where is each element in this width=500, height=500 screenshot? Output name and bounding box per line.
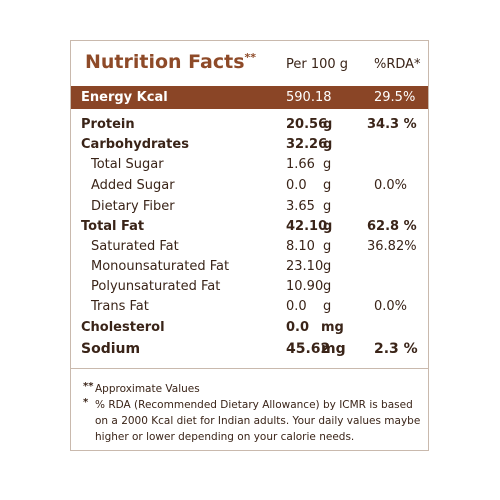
nutrient-name: Monounsaturated Fat bbox=[91, 259, 230, 274]
footnote-line: higher or lower depending on your calori… bbox=[95, 431, 355, 443]
nutrient-row: Cholesterol 0.0 mg bbox=[71, 320, 428, 340]
nutrient-amount: 20.56 bbox=[286, 117, 328, 132]
nutrient-unit: mg bbox=[321, 320, 344, 335]
nutrient-rda: 0.0% bbox=[374, 299, 408, 314]
footnote-line: on a 2000 Kcal diet for Indian adults. Y… bbox=[95, 415, 421, 427]
nutrient-row: Carbohydrates 32.26 g bbox=[71, 137, 428, 157]
energy-label: Energy Kcal bbox=[81, 90, 168, 105]
nutrient-rda: 36.82% bbox=[367, 239, 417, 254]
nutrient-amount: 0.0 bbox=[286, 299, 307, 314]
title-mark: ** bbox=[244, 51, 257, 64]
nutrition-panel: Nutrition Facts** Per 100 g %RDA* Energy… bbox=[70, 40, 429, 451]
title: Nutrition Facts bbox=[85, 51, 245, 73]
footnote-line: Approximate Values bbox=[95, 383, 200, 395]
divider bbox=[71, 368, 428, 369]
nutrient-unit: g bbox=[323, 178, 332, 193]
nutrient-unit: g bbox=[323, 239, 332, 254]
nutrient-name: Polyunsaturated Fat bbox=[91, 279, 221, 294]
footnote-mark: ** bbox=[83, 381, 94, 392]
nutrient-name: Carbohydrates bbox=[81, 137, 189, 152]
nutrient-row: Polyunsaturated Fat 10.90 g bbox=[71, 279, 428, 299]
nutrient-unit: g bbox=[323, 117, 333, 132]
nutrient-row: Trans Fat 0.0 g 0.0% bbox=[71, 299, 428, 319]
nutrient-row: Total Sugar 1.66 g bbox=[71, 157, 428, 177]
energy-amount: 590.18 bbox=[286, 90, 332, 105]
nutrient-amount: 8.10 bbox=[286, 239, 315, 254]
energy-rda: 29.5% bbox=[374, 90, 416, 105]
amount-header: Per 100 g bbox=[286, 57, 349, 72]
nutrient-name: Trans Fat bbox=[91, 299, 149, 314]
nutrient-rda: 62.8 % bbox=[367, 219, 417, 234]
nutrient-amount: 0.0 bbox=[286, 320, 310, 335]
nutrient-name: Dietary Fiber bbox=[91, 199, 175, 214]
nutrient-amount: 10.90 bbox=[286, 279, 324, 294]
nutrient-amount: 3.65 bbox=[286, 199, 315, 214]
nutrient-amount: 42.10 bbox=[286, 219, 328, 234]
nutrient-name: Total Sugar bbox=[91, 157, 164, 172]
nutrient-unit: g bbox=[323, 259, 332, 274]
nutrient-amount: 45.62 bbox=[286, 341, 331, 357]
nutrient-rda: 34.3 % bbox=[367, 117, 417, 132]
nutrient-row: Dietary Fiber 3.65 g bbox=[71, 199, 428, 219]
nutrient-row: Monounsaturated Fat 23.10 g bbox=[71, 259, 428, 279]
nutrient-unit: g bbox=[323, 137, 333, 152]
nutrient-name: Sodium bbox=[81, 341, 141, 357]
title-wrap: Nutrition Facts** bbox=[85, 51, 256, 73]
nutrient-amount: 23.10 bbox=[286, 259, 324, 274]
nutrient-row: Saturated Fat 8.10 g 36.82% bbox=[71, 239, 428, 259]
nutrient-unit: g bbox=[323, 199, 332, 214]
rda-header: %RDA* bbox=[374, 57, 421, 72]
nutrient-unit: g bbox=[323, 157, 332, 172]
nutrient-rda: 0.0% bbox=[374, 178, 408, 193]
nutrient-row: Protein 20.56 g 34.3 % bbox=[71, 117, 428, 137]
nutrient-amount: 32.26 bbox=[286, 137, 328, 152]
nutrient-name: Added Sugar bbox=[91, 178, 175, 193]
nutrient-unit: mg bbox=[321, 341, 346, 357]
nutrient-row: Total Fat 42.10 g 62.8 % bbox=[71, 219, 428, 239]
nutrient-name: Protein bbox=[81, 117, 135, 132]
nutrient-amount: 0.0 bbox=[286, 178, 307, 193]
nutrient-row: Added Sugar 0.0 g 0.0% bbox=[71, 178, 428, 198]
footnote-line: % RDA (Recommended Dietary Allowance) by… bbox=[95, 399, 413, 411]
nutrient-amount: 1.66 bbox=[286, 157, 315, 172]
nutrient-unit: g bbox=[323, 279, 332, 294]
energy-row: Energy Kcal 590.18 29.5% bbox=[71, 86, 428, 109]
nutrient-rda: 2.3 % bbox=[374, 341, 418, 357]
nutrient-name: Total Fat bbox=[81, 219, 145, 234]
nutrient-unit: g bbox=[323, 299, 332, 314]
nutrient-unit: g bbox=[323, 219, 333, 234]
nutrient-name: Saturated Fat bbox=[91, 239, 179, 254]
nutrient-row: Sodium 45.62 mg 2.3 % bbox=[71, 341, 428, 361]
footnote-mark: * bbox=[83, 397, 89, 408]
nutrient-name: Cholesterol bbox=[81, 320, 165, 335]
